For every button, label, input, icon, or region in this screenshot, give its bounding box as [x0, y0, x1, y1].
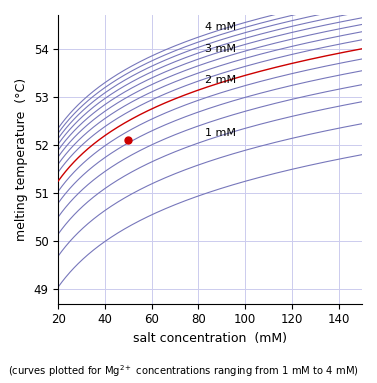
- Text: 3 mM: 3 mM: [205, 44, 236, 54]
- Text: 1 mM: 1 mM: [205, 128, 236, 138]
- Text: (curves plotted for Mg$^{2+}$ concentrations ranging from 1 mM to 4 mM): (curves plotted for Mg$^{2+}$ concentrat…: [8, 363, 358, 379]
- Text: 4 mM: 4 mM: [205, 22, 237, 32]
- Y-axis label: melting temperature  (°C): melting temperature (°C): [15, 78, 28, 241]
- Text: 2 mM: 2 mM: [205, 75, 237, 85]
- X-axis label: salt concentration  (mM): salt concentration (mM): [133, 332, 287, 345]
